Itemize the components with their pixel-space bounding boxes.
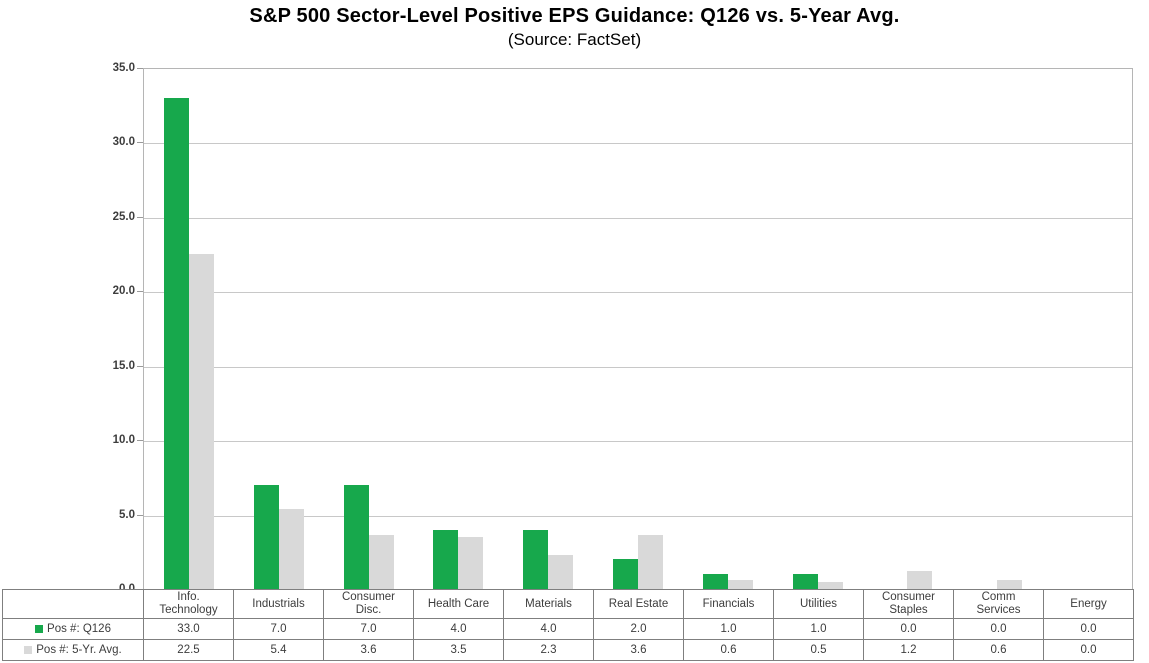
y-axis-tick-mark xyxy=(137,142,143,143)
chart-title: S&P 500 Sector-Level Positive EPS Guidan… xyxy=(249,5,900,27)
category-label: Financials xyxy=(683,589,774,619)
value-cell-q126: 0.0 xyxy=(953,618,1044,640)
y-axis-tick-mark xyxy=(137,366,143,367)
bar-group xyxy=(773,69,863,589)
value-cell-q126: 1.0 xyxy=(773,618,864,640)
gridline xyxy=(144,367,1132,368)
bar-5yr-avg-2 xyxy=(368,535,394,589)
gridline xyxy=(144,441,1132,442)
bar-q126-0 xyxy=(163,97,189,589)
y-axis-tick-label: 25.0 xyxy=(112,211,135,223)
y-axis-tick-label: 20.0 xyxy=(112,285,135,297)
y-axis-tick-mark xyxy=(137,515,143,516)
value-cell-q126: 0.0 xyxy=(863,618,954,640)
bar-q126-3 xyxy=(433,529,459,589)
plot-area xyxy=(143,68,1133,589)
value-cell-q126: 7.0 xyxy=(233,618,324,640)
gridline xyxy=(144,218,1132,219)
bar-group xyxy=(863,69,953,589)
category-header-row: Info. Technology Industrials Consumer Disc. H… xyxy=(2,589,1134,619)
category-label: Utilities xyxy=(773,589,864,619)
value-cell-q126: 0.0 xyxy=(1043,618,1134,640)
bar-group xyxy=(324,69,414,589)
value-cell-5yr-avg: 1.2 xyxy=(863,639,954,661)
bar-5yr-avg-1 xyxy=(278,508,304,589)
bar-group xyxy=(593,69,683,589)
bar-series-container xyxy=(144,69,1132,589)
data-table-wrap: Info. Technology Industrials Consumer Disc. H… xyxy=(2,589,1134,661)
category-label: Energy xyxy=(1043,589,1134,619)
value-cell-5yr-avg: 0.5 xyxy=(773,639,864,661)
bar-q126-7 xyxy=(792,574,818,589)
bar-5yr-avg-9 xyxy=(997,580,1023,589)
y-axis-tick-mark xyxy=(137,68,143,69)
bar-group xyxy=(413,69,503,589)
bar-group xyxy=(952,69,1042,589)
value-cell-5yr-avg: 2.3 xyxy=(503,639,594,661)
gridline xyxy=(144,143,1132,144)
value-cell-5yr-avg: 0.6 xyxy=(683,639,774,661)
value-cell-5yr-avg: 5.4 xyxy=(233,639,324,661)
category-label: Real Estate xyxy=(593,589,684,619)
bar-q126-5 xyxy=(612,559,638,589)
y-axis-tick-label: 35.0 xyxy=(112,62,135,74)
legend-swatch-q126 xyxy=(35,624,44,633)
value-cell-5yr-avg: 3.5 xyxy=(413,639,504,661)
y-axis-tick-mark xyxy=(137,217,143,218)
category-label: Industrials xyxy=(233,589,324,619)
y-axis-tick-label: 30.0 xyxy=(112,136,135,148)
category-label: Info. Technology xyxy=(143,589,234,619)
legend-item-5yr-avg: Pos #: 5-Yr. Avg. xyxy=(2,639,144,661)
series-row-5yr-avg: Pos #: 5-Yr. Avg. 22.5 5.4 3.6 3.5 2.3 3.6 0.6 0… xyxy=(2,639,1134,661)
bar-5yr-avg-7 xyxy=(817,581,843,589)
legend-label: Pos #: 5-Yr. Avg. xyxy=(36,643,122,656)
bar-q126-1 xyxy=(253,484,279,589)
gridline xyxy=(144,292,1132,293)
bar-group xyxy=(503,69,593,589)
value-cell-q126: 1.0 xyxy=(683,618,774,640)
category-label: Consumer Staples xyxy=(863,589,954,619)
bar-group xyxy=(1042,69,1132,589)
value-cell-q126: 2.0 xyxy=(593,618,684,640)
category-label: Consumer Disc. xyxy=(323,589,414,619)
bar-5yr-avg-8 xyxy=(907,571,933,589)
value-cell-q126: 7.0 xyxy=(323,618,414,640)
bar-group xyxy=(144,69,234,589)
y-axis-tick-label: 15.0 xyxy=(112,360,135,372)
legend-item-q126: Pos #: Q126 xyxy=(2,618,144,640)
y-axis-tick-mark xyxy=(137,440,143,441)
gridline xyxy=(144,516,1132,517)
value-cell-5yr-avg: 3.6 xyxy=(323,639,414,661)
bar-group xyxy=(683,69,773,589)
value-cell-q126: 4.0 xyxy=(413,618,504,640)
bar-q126-4 xyxy=(523,529,549,589)
bar-q126-2 xyxy=(343,484,369,589)
legend-swatch-5yr-avg xyxy=(24,645,33,654)
bar-q126-6 xyxy=(702,574,728,589)
category-label: Comm Services xyxy=(953,589,1044,619)
chart-subtitle: (Source: FactSet) xyxy=(507,30,642,49)
data-table: Info. Technology Industrials Consumer Disc. H… xyxy=(2,589,1134,661)
series-row-q126: Pos #: Q126 33.0 7.0 7.0 4.0 4.0 2.0 1.0 1.0 0.0 0… xyxy=(2,618,1134,640)
value-cell-5yr-avg: 22.5 xyxy=(143,639,234,661)
legend-label: Pos #: Q126 xyxy=(47,622,111,635)
bar-5yr-avg-6 xyxy=(727,580,753,589)
bar-5yr-avg-0 xyxy=(188,254,214,589)
y-axis-tick-label: 5.0 xyxy=(119,509,135,521)
value-cell-5yr-avg: 0.0 xyxy=(1043,639,1134,661)
bar-5yr-avg-3 xyxy=(458,536,484,589)
bar-5yr-avg-4 xyxy=(548,554,574,589)
category-label: Materials xyxy=(503,589,594,619)
value-cell-5yr-avg: 0.6 xyxy=(953,639,1044,661)
table-corner-cell xyxy=(2,589,144,619)
value-cell-5yr-avg: 3.6 xyxy=(593,639,684,661)
value-cell-q126: 4.0 xyxy=(503,618,594,640)
bar-5yr-avg-5 xyxy=(637,535,663,589)
category-label: Health Care xyxy=(413,589,504,619)
y-axis-tick-label: 10.0 xyxy=(112,434,135,446)
value-cell-q126: 33.0 xyxy=(143,618,234,640)
bar-group xyxy=(234,69,324,589)
y-axis-tick-mark xyxy=(137,291,143,292)
